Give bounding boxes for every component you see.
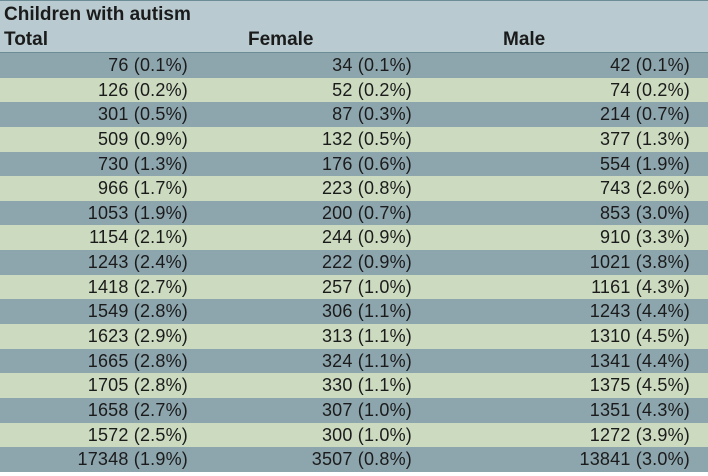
cell-female: 34 (0.1%) [332,55,412,75]
cell-total: 1658 (2.7%) [87,399,188,420]
cell-total: 509 (0.9%) [97,128,188,149]
cell-female: 257 (1.0%) [321,276,412,297]
table-row: 1053 (1.9%) 200 (0.7%) 853 (3.0%) [0,200,708,226]
cell-female: 132 (0.5%) [321,128,412,149]
cell-female: 300 (1.0%) [321,424,412,445]
cell-female: 307 (1.0%) [321,399,412,420]
cell-male: 377 (1.3%) [599,128,690,149]
cell-total: 76 (0.1%) [108,55,188,75]
cell-female: 52 (0.2%) [332,79,412,100]
cell-total: 17348 (1.9%) [77,449,188,470]
table-row: 1665 (2.8%) 324 (1.1%) 1341 (4.4%) [0,348,708,374]
cell-male: 554 (1.9%) [599,153,690,174]
cell-total: 1623 (2.9%) [87,326,188,347]
cell-total: 1665 (2.8%) [87,350,188,371]
cell-female: 3507 (0.8%) [311,449,412,470]
table-row: 301 (0.5%) 87 (0.3%) 214 (0.7%) [0,102,708,127]
cell-female: 324 (1.1%) [321,350,412,371]
table-row: 1572 (2.5%) 300 (1.0%) 1272 (3.9%) [0,422,708,448]
table-row: 1418 (2.7%) 257 (1.0%) 1161 (4.3%) [0,274,708,300]
table-row: 76 (0.1%) 34 (0.1%) 42 (0.1%) [0,53,708,78]
table-row: 126 (0.2%) 52 (0.2%) 74 (0.2%) [0,77,708,103]
cell-male: 1351 (4.3%) [589,399,690,420]
cell-female: 87 (0.3%) [332,104,412,125]
cell-male: 1021 (3.8%) [589,252,690,273]
table-row: 730 (1.3%) 176 (0.6%) 554 (1.9%) [0,151,708,177]
table-caption: Children with autism [0,0,708,27]
cell-male: 910 (3.3%) [599,227,690,248]
cell-male: 1161 (4.3%) [591,276,690,297]
cell-total: 1053 (1.9%) [87,202,188,223]
cell-male: 1272 (3.9%) [589,424,690,445]
table-row: 1549 (2.8%) 306 (1.1%) 1243 (4.4%) [0,299,708,325]
cell-male: 1243 (4.4%) [589,301,690,322]
cell-female: 313 (1.1%) [321,326,412,347]
cell-male: 42 (0.1%) [610,55,690,75]
cell-female: 330 (1.1%) [321,375,412,396]
cell-male: 1310 (4.5%) [589,326,690,347]
table-row: 1705 (2.8%) 330 (1.1%) 1375 (4.5%) [0,373,708,398]
cell-total: 1705 (2.8%) [87,375,188,396]
cell-total: 1243 (2.4%) [87,252,188,273]
cell-female: 176 (0.6%) [321,153,412,174]
cell-total: 1154 (2.1%) [89,227,188,248]
cell-total: 301 (0.5%) [97,104,188,125]
cell-female: 200 (0.7%) [321,202,412,223]
cell-male: 13841 (3.0%) [579,449,690,470]
table-row: 1243 (2.4%) 222 (0.9%) 1021 (3.8%) [0,250,708,275]
cell-male: 743 (2.6%) [599,178,690,199]
table-row: 1623 (2.9%) 313 (1.1%) 1310 (4.5%) [0,324,708,349]
table-row: 1154 (2.1%) 244 (0.9%) 910 (3.3%) [0,225,708,251]
table-row: 509 (0.9%) 132 (0.5%) 377 (1.3%) [0,126,708,152]
table-row: 17348 (1.9%) 3507 (0.8%) 13841 (3.0%) [0,447,708,472]
cell-female: 222 (0.9%) [321,252,412,273]
cell-total: 1418 (2.7%) [87,276,188,297]
cell-total: 126 (0.2%) [97,79,188,100]
cell-male: 853 (3.0%) [599,202,690,223]
cell-female: 244 (0.9%) [321,227,412,248]
table-row: 966 (1.7%) 223 (0.8%) 743 (2.6%) [0,176,708,201]
header-male: Male [503,29,546,50]
cell-male: 214 (0.7%) [599,104,690,125]
cell-female: 223 (0.8%) [321,178,412,199]
cell-female: 306 (1.1%) [321,301,412,322]
cell-total: 966 (1.7%) [97,178,188,199]
header-female: Female [248,29,314,50]
cell-male: 1375 (4.5%) [589,375,690,396]
cell-total: 1549 (2.8%) [87,301,188,322]
cell-male: 74 (0.2%) [610,79,690,100]
cell-male: 1341 (4.4%) [589,350,690,371]
table-row: 1658 (2.7%) 307 (1.0%) 1351 (4.3%) [0,397,708,423]
table-header-row: Total Female Male [0,27,708,53]
table-body: 76 (0.1%) 34 (0.1%) 42 (0.1%) 126 (0.2%) 52 … [0,53,708,472]
cell-total: 730 (1.3%) [97,153,188,174]
header-total: Total [4,29,48,50]
cell-total: 1572 (2.5%) [87,424,188,445]
